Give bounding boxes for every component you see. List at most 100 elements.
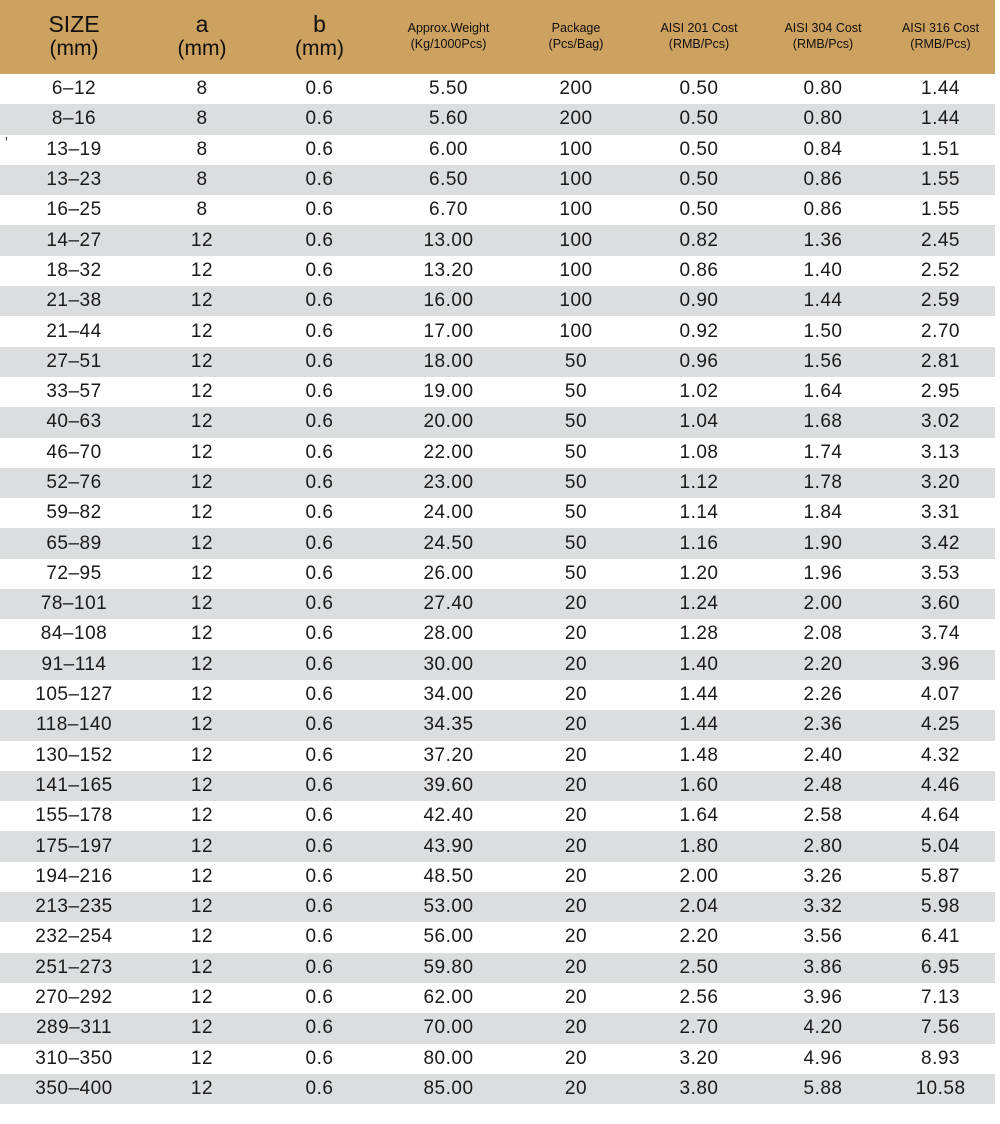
cell-size: 232–254	[35, 926, 113, 948]
cell-aisi201: 1.80	[679, 835, 719, 857]
cell-size: 65–89	[46, 532, 102, 554]
cell-a: 8	[196, 199, 208, 221]
cell-b: 0.6	[305, 441, 334, 463]
cell-weight: 53.00	[423, 896, 474, 918]
col-header-size-unit: (mm)	[49, 37, 99, 60]
cell-size: 21–44	[46, 320, 102, 342]
cell-package: 100	[559, 169, 593, 191]
cell-aisi201: 3.20	[679, 1047, 719, 1069]
cell-aisi304: 0.86	[803, 169, 843, 191]
cell-a: 12	[190, 623, 214, 645]
cell-a: 12	[190, 532, 214, 554]
col-header-b: b (mm)	[256, 0, 383, 74]
cell-package: 20	[564, 653, 588, 675]
cell-b: 0.6	[305, 138, 334, 160]
cell-a: 12	[190, 714, 214, 736]
cell-size: 33–57	[46, 381, 102, 403]
cell-package: 20	[564, 956, 588, 978]
cell-weight: 19.00	[423, 381, 474, 403]
col-header-a-label: a	[195, 11, 209, 37]
cell-aisi304: 1.74	[803, 441, 843, 463]
cell-aisi201: 1.08	[679, 441, 719, 463]
col-header-a-unit: (mm)	[177, 37, 227, 60]
cell-b: 0.6	[305, 108, 334, 130]
cell-package: 20	[564, 684, 588, 706]
cell-aisi316: 2.52	[921, 259, 960, 281]
cell-weight: 26.00	[423, 562, 474, 584]
cell-size: 8–16	[51, 108, 97, 130]
cell-a: 12	[190, 562, 214, 584]
col-header-aisi201-label: AISI 201 Cost	[660, 21, 738, 35]
cell-aisi304: 1.36	[803, 229, 843, 251]
cell-aisi201: 2.70	[679, 1017, 719, 1039]
cell-aisi316: 3.60	[921, 593, 960, 615]
cell-aisi304: 0.80	[803, 108, 843, 130]
cell-b: 0.6	[305, 169, 334, 191]
table-row: 289–311 12 0.6 70.00 20 2.70 4.20 7.56	[0, 1013, 995, 1044]
col-header-aisi304: AISI 304 Cost (RMB/Pcs)	[760, 0, 886, 74]
cell-weight: 42.40	[423, 805, 474, 827]
cell-a: 12	[190, 441, 214, 463]
cell-package: 20	[564, 987, 588, 1009]
cell-size: 118–140	[35, 714, 113, 736]
cell-size: 155–178	[35, 805, 113, 827]
cell-weight: 59.80	[423, 956, 474, 978]
cell-a: 12	[190, 593, 214, 615]
cell-aisi304: 1.64	[803, 381, 843, 403]
cell-a: 12	[190, 259, 214, 281]
cell-weight: 28.00	[423, 623, 474, 645]
cell-aisi201: 0.92	[679, 320, 719, 342]
cell-size: 72–95	[46, 562, 102, 584]
cell-package: 20	[564, 714, 588, 736]
cell-package: 20	[564, 1077, 588, 1099]
cell-a: 12	[190, 744, 214, 766]
table-row: 65–89 12 0.6 24.50 50 1.16 1.90 3.42	[0, 528, 995, 559]
col-header-aisi316-unit: (RMB/Pcs)	[910, 37, 971, 51]
cell-weight: 5.50	[429, 78, 468, 100]
cell-aisi304: 1.68	[803, 411, 843, 433]
cell-size: 289–311	[35, 1017, 113, 1039]
cell-aisi201: 1.44	[679, 714, 719, 736]
cell-aisi316: 8.93	[921, 1047, 960, 1069]
cell-aisi316: 2.70	[921, 320, 960, 342]
cell-aisi304: 1.44	[803, 290, 843, 312]
col-header-a: a (mm)	[148, 0, 256, 74]
cell-weight: 56.00	[423, 926, 474, 948]
cell-aisi201: 1.24	[679, 593, 719, 615]
table-row: 52–76 12 0.6 23.00 50 1.12 1.78 3.20	[0, 467, 995, 499]
cell-b: 0.6	[305, 593, 334, 615]
table-row: 59–82 12 0.6 24.00 50 1.14 1.84 3.31	[0, 498, 995, 529]
col-header-weight-label: Approx.Weight	[407, 21, 490, 35]
table-header: SIZE (mm) a (mm) b (mm) Approx.Weight (Kg/1000P…	[0, 0, 995, 74]
cell-aisi201: 1.40	[679, 653, 719, 675]
col-header-package-label: Package	[551, 21, 601, 35]
cell-aisi304: 2.36	[803, 714, 843, 736]
cell-size: 16–25	[46, 199, 102, 221]
col-header-aisi316-label: AISI 316 Cost	[901, 21, 980, 35]
cell-size: 91–114	[41, 653, 107, 675]
cell-size: 251–273	[35, 956, 113, 978]
cell-weight: 37.20	[423, 744, 474, 766]
cell-package: 50	[564, 472, 588, 493]
cell-b: 0.6	[305, 805, 334, 827]
cell-size: 78–101	[40, 593, 108, 615]
col-header-aisi316: AISI 316 Cost (RMB/Pcs)	[886, 0, 995, 74]
cell-aisi316: 1.55	[921, 199, 960, 221]
cell-aisi201: 1.48	[679, 744, 719, 766]
cell-package: 200	[559, 78, 593, 100]
cell-package: 100	[559, 199, 593, 221]
table-row: 14–27 12 0.6 13.00 100 0.82 1.36 2.45	[0, 225, 995, 256]
cell-weight: 16.00	[423, 290, 474, 312]
table-row: 21–44 12 0.6 17.00 100 0.92 1.50 2.70	[0, 316, 995, 347]
col-header-aisi201: AISI 201 Cost (RMB/Pcs)	[638, 0, 760, 74]
cell-aisi201: 1.02	[679, 381, 719, 403]
table-row: 78–101 12 0.6 27.40 20 1.24 2.00 3.60	[0, 589, 995, 620]
table-row: 8–16 8 0.6 5.60 200 0.50 0.80 1.44	[0, 104, 995, 135]
header-row: SIZE (mm) a (mm) b (mm) Approx.Weight (Kg/1000P…	[0, 0, 995, 74]
cell-size: 270–292	[35, 987, 113, 1009]
cell-b: 0.6	[305, 532, 334, 554]
cell-b: 0.6	[305, 1047, 334, 1069]
cell-aisi201: 0.50	[679, 108, 719, 130]
cell-aisi201: 2.50	[679, 956, 719, 978]
cell-a: 12	[190, 1047, 214, 1069]
